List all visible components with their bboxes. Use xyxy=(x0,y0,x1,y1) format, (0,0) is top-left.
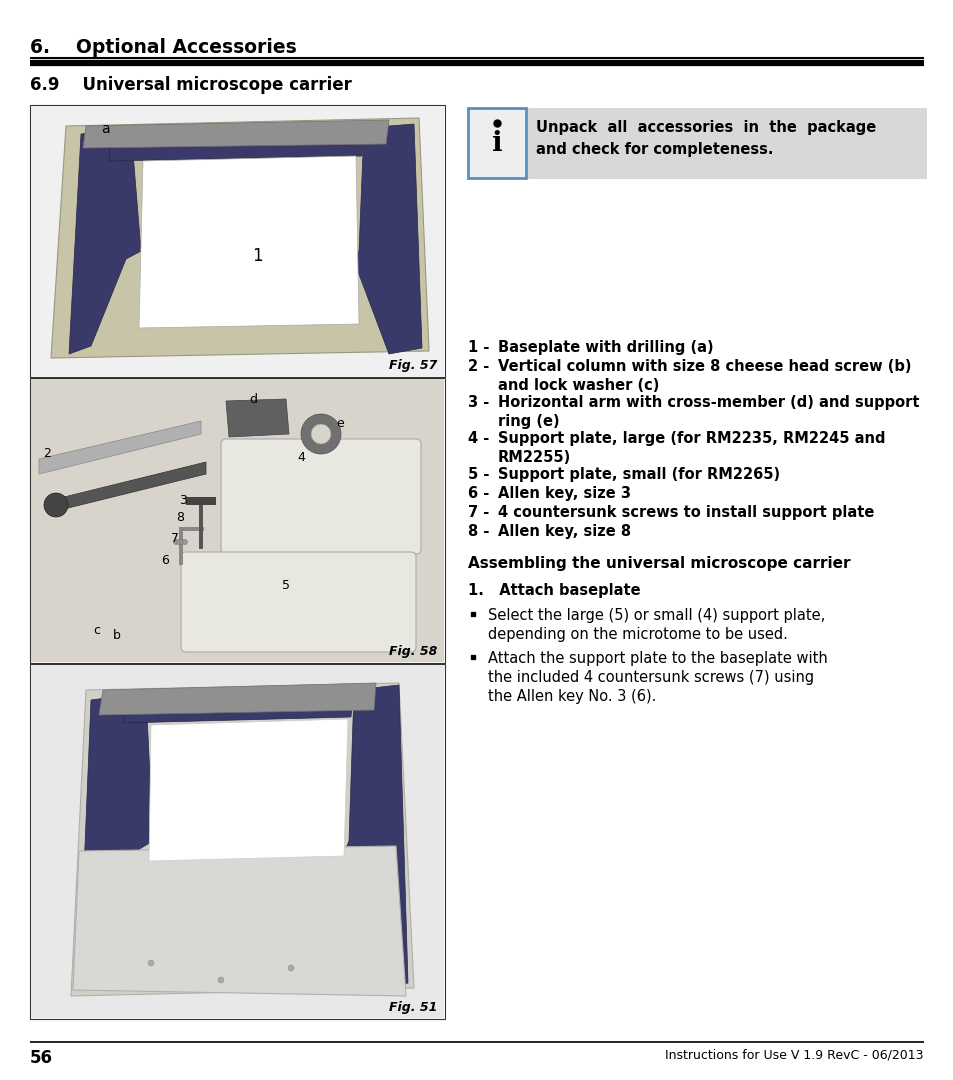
Circle shape xyxy=(173,540,178,544)
Text: Horizontal arm with cross-member (d) and support: Horizontal arm with cross-member (d) and… xyxy=(497,395,919,410)
Circle shape xyxy=(288,966,294,971)
Bar xyxy=(186,497,215,505)
Text: Assembling the universal microscope carrier: Assembling the universal microscope carr… xyxy=(468,556,850,571)
Circle shape xyxy=(148,960,153,966)
Polygon shape xyxy=(56,462,206,511)
FancyBboxPatch shape xyxy=(221,438,420,554)
Polygon shape xyxy=(51,118,429,357)
Polygon shape xyxy=(69,129,141,354)
Text: 1.   Attach baseplate: 1. Attach baseplate xyxy=(468,583,640,598)
Circle shape xyxy=(218,977,224,983)
Bar xyxy=(179,527,204,531)
Text: Instructions for Use V 1.9 RevC - 06/2013: Instructions for Use V 1.9 RevC - 06/201… xyxy=(665,1049,923,1062)
Circle shape xyxy=(301,414,340,454)
Text: 8 -: 8 - xyxy=(468,524,489,539)
Bar xyxy=(30,106,443,376)
Text: 7: 7 xyxy=(171,532,179,545)
Text: and lock washer (c): and lock washer (c) xyxy=(497,378,659,393)
Text: 6: 6 xyxy=(161,554,169,567)
Bar xyxy=(527,108,925,178)
Text: b: b xyxy=(112,629,121,642)
Text: 2: 2 xyxy=(43,447,51,460)
Polygon shape xyxy=(139,156,358,328)
Circle shape xyxy=(179,540,184,544)
Text: 6.    Optional Accessories: 6. Optional Accessories xyxy=(30,38,296,57)
Text: Allen key, size 8: Allen key, size 8 xyxy=(497,524,631,539)
Text: the Allen key No. 3 (6).: the Allen key No. 3 (6). xyxy=(488,689,656,704)
Bar xyxy=(199,497,203,549)
Polygon shape xyxy=(39,421,201,474)
Polygon shape xyxy=(99,683,375,715)
Text: 1 -: 1 - xyxy=(468,340,489,355)
Text: Fig. 57: Fig. 57 xyxy=(388,359,436,372)
Text: 4 -: 4 - xyxy=(468,431,489,446)
Bar xyxy=(468,108,525,178)
Text: depending on the microtome to be used.: depending on the microtome to be used. xyxy=(488,627,787,642)
Text: Fig. 58: Fig. 58 xyxy=(388,645,436,658)
Polygon shape xyxy=(149,719,348,861)
FancyBboxPatch shape xyxy=(181,552,416,652)
Text: 1: 1 xyxy=(252,247,262,265)
Text: Allen key, size 3: Allen key, size 3 xyxy=(497,486,630,501)
Text: Vertical column with size 8 cheese head screw (b): Vertical column with size 8 cheese head … xyxy=(497,359,910,374)
Text: Support plate, large (for RM2235, RM2245 and: Support plate, large (for RM2235, RM2245… xyxy=(497,431,884,446)
Text: Attach the support plate to the baseplate with: Attach the support plate to the baseplat… xyxy=(488,651,827,666)
Bar xyxy=(30,664,444,1020)
Circle shape xyxy=(176,540,181,544)
Text: Fig. 51: Fig. 51 xyxy=(388,1001,436,1014)
Circle shape xyxy=(182,540,188,544)
Text: Select the large (5) or small (4) support plate,: Select the large (5) or small (4) suppor… xyxy=(488,608,824,623)
Polygon shape xyxy=(354,124,421,354)
Text: a: a xyxy=(101,122,110,136)
Text: 8: 8 xyxy=(175,511,184,524)
Text: 6 -: 6 - xyxy=(468,486,489,501)
Bar xyxy=(30,379,443,662)
Polygon shape xyxy=(71,683,414,996)
Bar xyxy=(30,665,443,1018)
Text: d: d xyxy=(249,393,256,406)
Text: i: i xyxy=(491,130,502,157)
Polygon shape xyxy=(73,846,406,996)
Text: 3: 3 xyxy=(179,494,187,507)
Circle shape xyxy=(44,492,68,517)
Text: RM2255): RM2255) xyxy=(497,450,571,465)
Text: 5: 5 xyxy=(282,579,290,592)
Polygon shape xyxy=(79,693,152,990)
Text: and check for completeness.: and check for completeness. xyxy=(536,141,773,157)
Text: 2 -: 2 - xyxy=(468,359,489,374)
Text: the included 4 countersunk screws (7) using: the included 4 countersunk screws (7) us… xyxy=(488,670,813,685)
Bar xyxy=(179,527,183,565)
Polygon shape xyxy=(344,685,408,990)
Text: 7 -: 7 - xyxy=(468,505,489,519)
Text: e: e xyxy=(335,417,343,430)
Polygon shape xyxy=(109,124,364,161)
Text: Baseplate with drilling (a): Baseplate with drilling (a) xyxy=(497,340,713,355)
Text: c: c xyxy=(92,624,100,637)
Circle shape xyxy=(311,424,331,444)
Text: 4 countersunk screws to install support plate: 4 countersunk screws to install support … xyxy=(497,505,874,519)
Bar xyxy=(30,378,444,663)
Text: 4: 4 xyxy=(296,451,305,464)
Polygon shape xyxy=(226,399,289,437)
Polygon shape xyxy=(123,687,354,723)
Text: 5 -: 5 - xyxy=(468,467,489,482)
Text: 3 -: 3 - xyxy=(468,395,489,410)
Polygon shape xyxy=(83,120,389,148)
Bar xyxy=(30,105,444,377)
Text: Support plate, small (for RM2265): Support plate, small (for RM2265) xyxy=(497,467,780,482)
Text: ring (e): ring (e) xyxy=(497,414,559,429)
Text: 56: 56 xyxy=(30,1049,53,1067)
Text: 6.9    Universal microscope carrier: 6.9 Universal microscope carrier xyxy=(30,76,352,94)
Text: Unpack  all  accessories  in  the  package: Unpack all accessories in the package xyxy=(536,120,876,135)
